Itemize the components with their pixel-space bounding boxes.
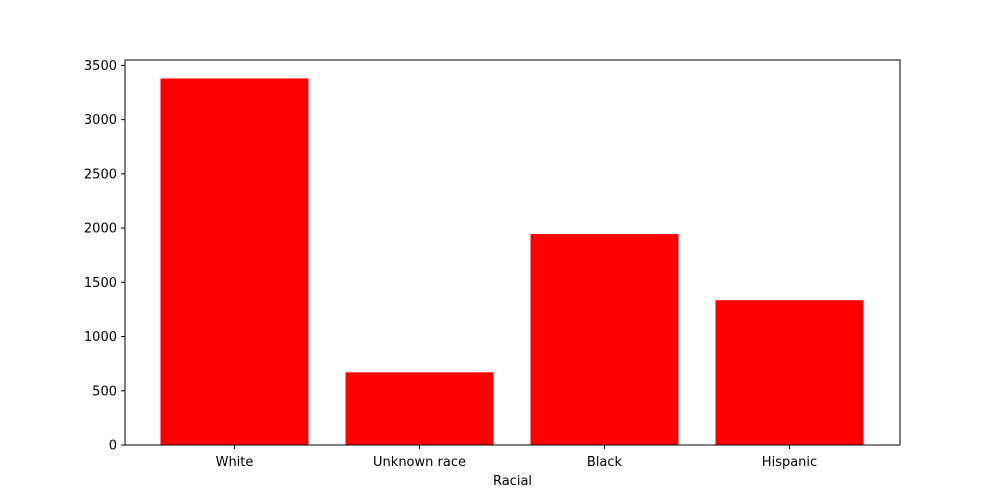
y-tick-label: 500	[92, 384, 117, 399]
x-axis-label: Racial	[493, 474, 532, 489]
y-axis: 0 500 1000 1500 2000 2500 3000 3500	[84, 59, 125, 454]
bars-group	[160, 78, 864, 446]
y-tick-label: 2500	[84, 167, 117, 182]
y-tick-label: 1500	[84, 276, 117, 291]
y-tick-label: 0	[109, 439, 117, 454]
bar-white	[160, 78, 309, 446]
y-tick-label: 3000	[84, 113, 117, 128]
y-tick-label: 1000	[84, 330, 117, 345]
bar-unknown-race	[345, 372, 494, 445]
plot-area-frame	[124, 59, 901, 446]
x-tick-label: Hispanic	[762, 455, 817, 470]
y-tick-label: 2000	[84, 222, 117, 237]
x-tick-label: Black	[587, 455, 623, 470]
bar-black	[530, 234, 679, 445]
x-tick-label: Unknown race	[373, 455, 466, 470]
x-axis: White Unknown race Black Hispanic	[216, 445, 817, 470]
y-tick-label: 3500	[84, 59, 117, 74]
bar-hispanic	[715, 300, 864, 445]
x-tick-label: White	[216, 455, 254, 470]
